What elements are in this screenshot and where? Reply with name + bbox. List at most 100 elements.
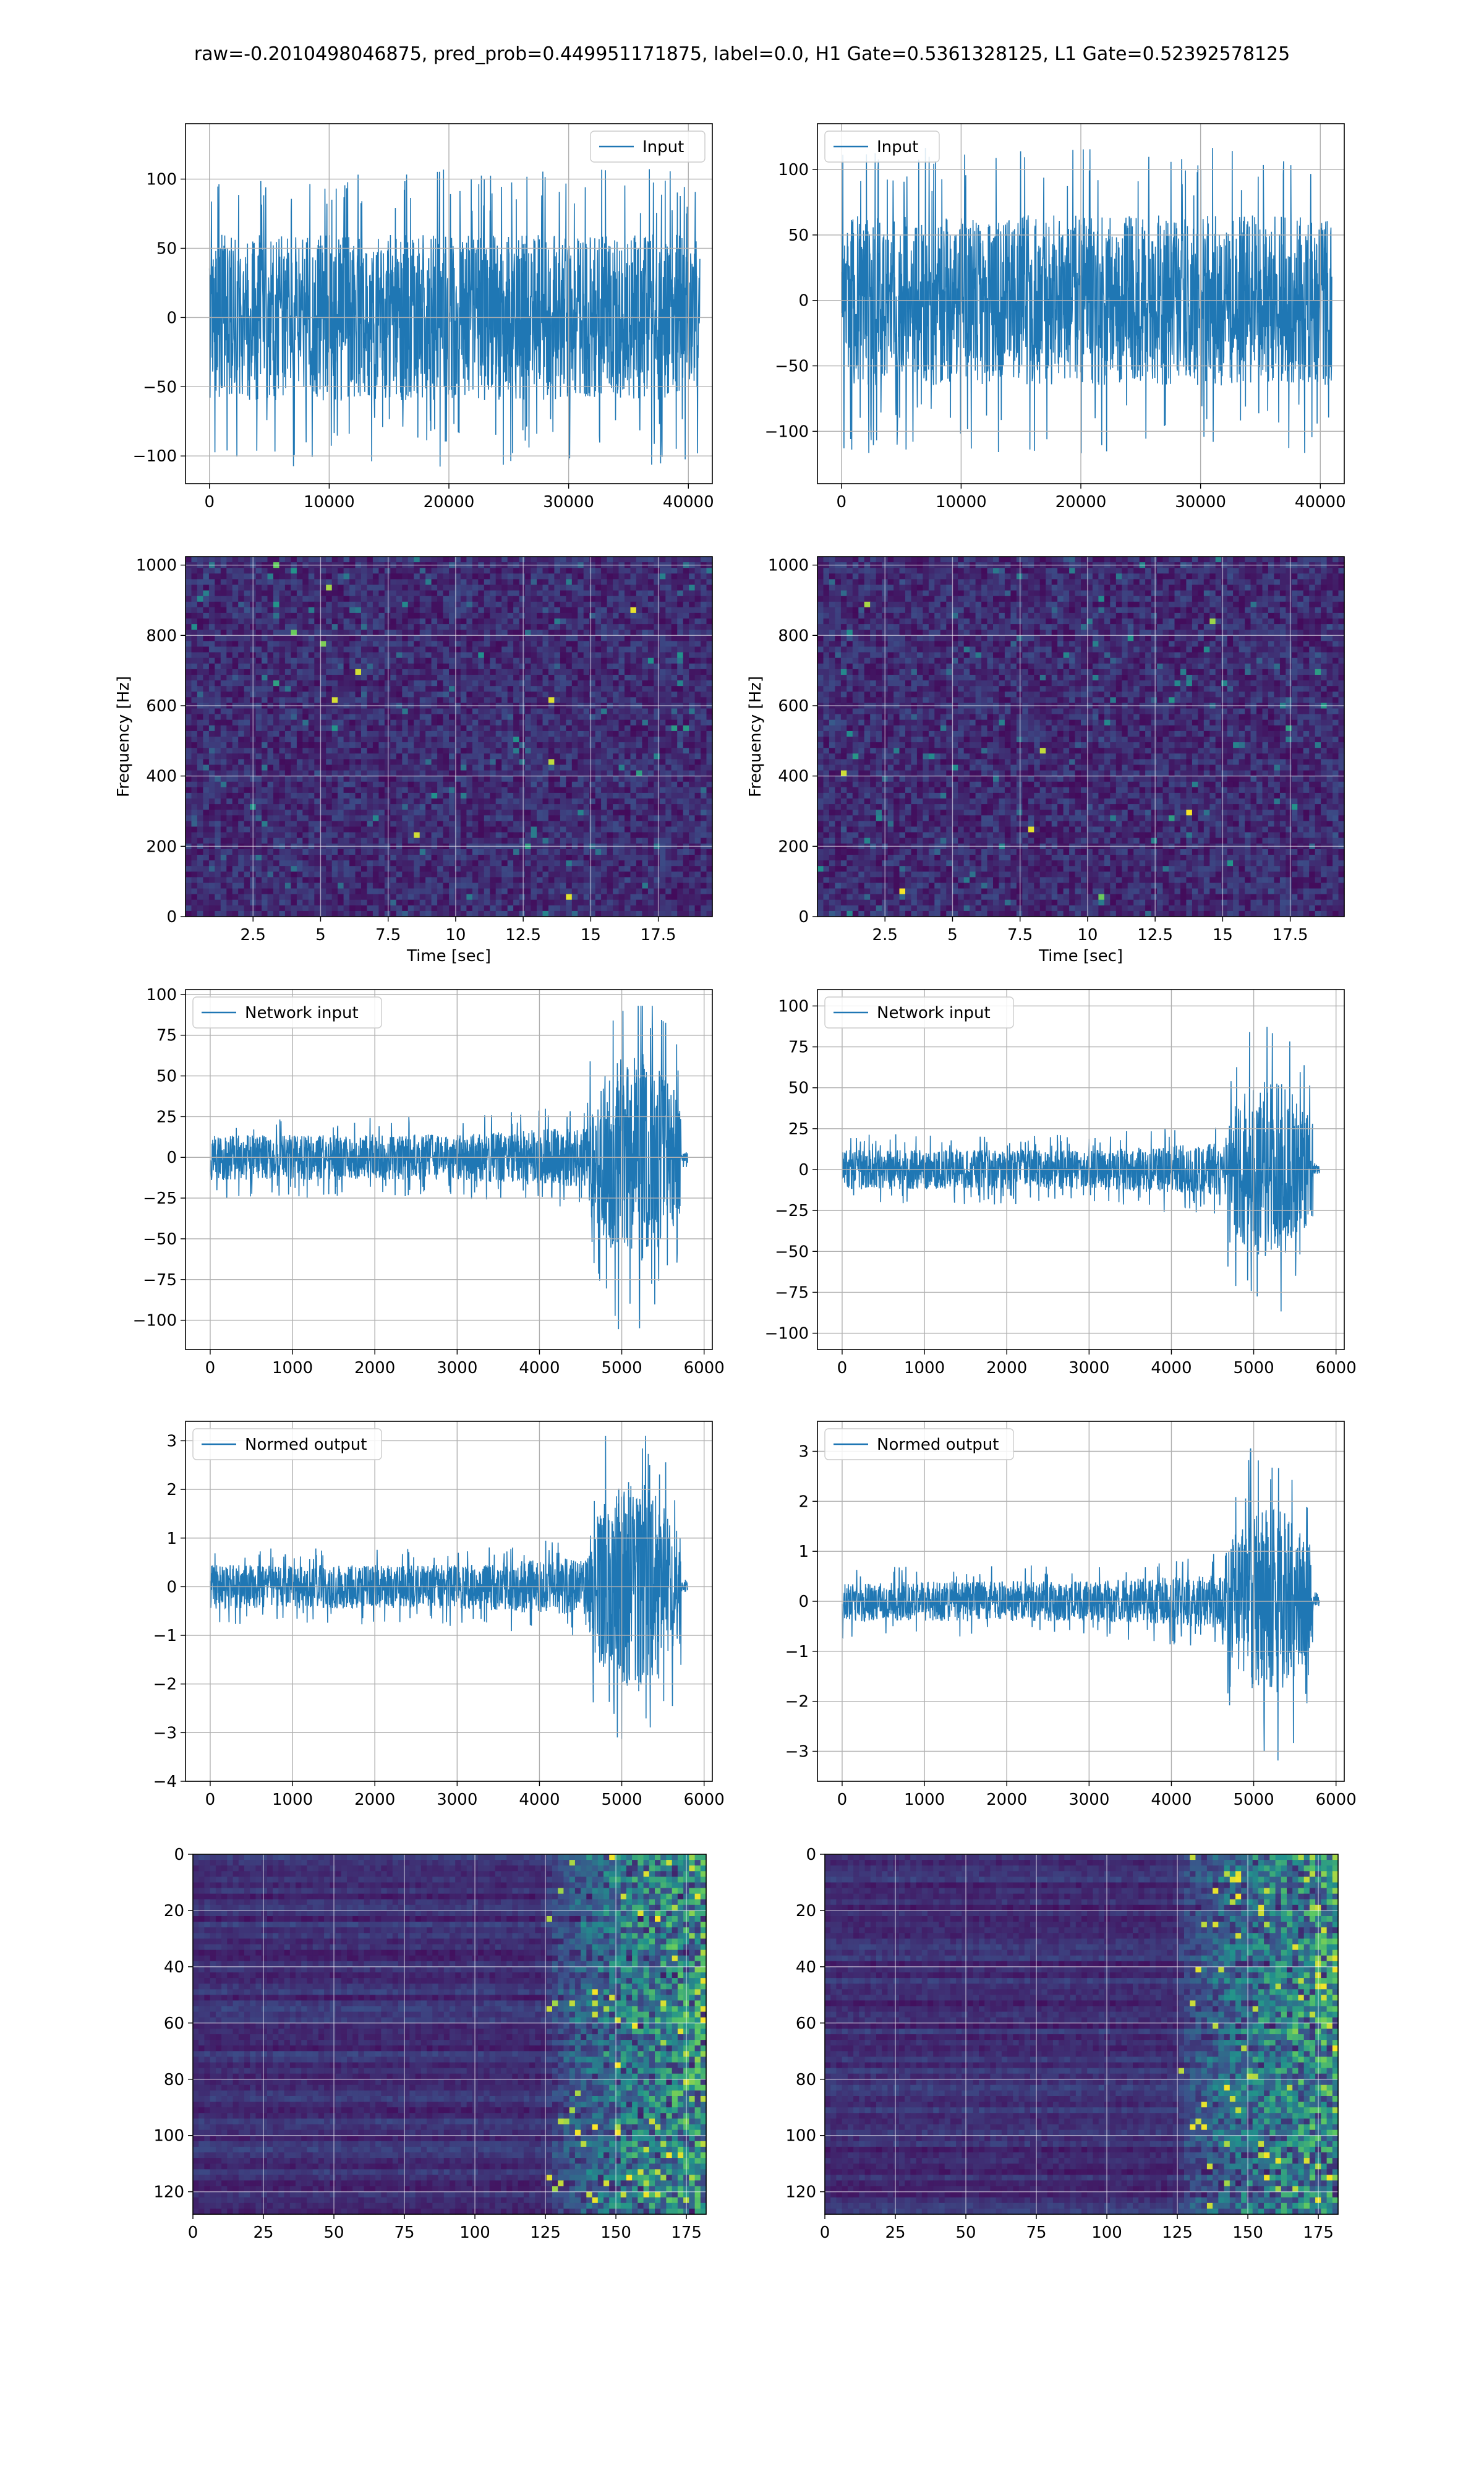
axes-frame-feat-h1 [192,1854,707,2215]
x-tick-label: 0 [205,1791,216,1809]
x-axis-label: Time [sec] [1038,947,1123,965]
chart-spec-l1: 2.5 5 7.5 10 12.5 15 17.5 0 200 400 600 800 1000 Time… [746,556,1345,965]
grid-input-h1 [186,124,712,484]
y-tick-label: 25 [788,1120,809,1139]
chart-input-h1: 0 10000 20000 30000 40000 −100 −50 0 50 100 Input [133,123,714,511]
x-tick-label: 2.5 [241,926,266,944]
x-tick-label: 5000 [601,1359,642,1377]
x-tick-label: 17.5 [641,926,676,944]
chart-spec-h1: 2.5 5 7.5 10 12.5 15 17.5 0 200 400 600 800 1000 Time… [114,556,713,965]
y-tick-label: 25 [156,1108,177,1126]
x-tick-label: 17.5 [1273,926,1308,944]
x-tick-label: 25 [253,2224,273,2242]
legend-net-h1: Network input [192,996,382,1029]
y-tick-label: 0 [806,1846,816,1864]
x-tick-label: 1000 [904,1359,945,1377]
x-tick-label: 10000 [304,493,355,511]
y-tick-label: −1 [785,1643,809,1661]
y-tick-label: 800 [146,627,177,645]
legend-label: Network input [877,1004,991,1022]
legend-label: Normed output [245,1436,367,1454]
x-tick-label: 4000 [519,1359,560,1377]
x-tick-label: 4000 [519,1791,560,1809]
x-tick-label: 30000 [1175,493,1226,511]
y-tick-label: 100 [146,986,177,1004]
x-tick-label: 50 [323,2224,344,2242]
series-line-input-h1 [208,169,701,467]
y-tick-label: 200 [778,837,809,856]
legend-input-h1: Input [590,131,706,163]
x-tick-label: 12.5 [505,926,541,944]
y-tick-label: 80 [796,2071,816,2089]
x-tick-label: 5000 [1233,1791,1274,1809]
x-tick-label: 0 [837,1359,848,1377]
y-tick-label: −25 [775,1202,809,1220]
x-tick-label: 150 [600,2224,631,2242]
x-tick-label: 2000 [986,1791,1027,1809]
y-tick-label: 0 [174,1846,184,1864]
x-axis-label: Time [sec] [406,947,491,965]
y-tick-label: 0 [798,1593,809,1611]
y-tick-label: −50 [143,1230,177,1249]
x-tick-label: 15 [581,926,601,944]
y-tick-label: 0 [798,908,809,927]
y-tick-label: 1000 [136,557,177,575]
x-tick-label: 1000 [272,1359,313,1377]
y-tick-label: 3 [798,1443,809,1462]
y-tick-label: 120 [785,2183,816,2202]
x-tick-label: 5000 [601,1791,642,1809]
y-tick-label: 0 [166,908,177,927]
legend-label: Normed output [877,1436,999,1454]
x-tick-label: 100 [459,2224,490,2242]
x-tick-label: 3000 [437,1791,477,1809]
y-axis-label: Frequency [Hz] [114,676,133,797]
y-tick-label: 100 [785,2127,816,2146]
series-line-norm-h1 [210,1436,688,1739]
y-tick-label: 200 [146,837,177,856]
x-tick-label: 3000 [437,1359,477,1377]
y-tick-label: −100 [765,422,809,441]
y-tick-label: 800 [778,627,809,645]
y-tick-label: −100 [133,1312,177,1330]
y-tick-label: 0 [798,1161,809,1179]
y-tick-label: −100 [133,447,177,466]
y-tick-label: 0 [166,1578,177,1596]
y-tick-label: 100 [778,161,809,179]
x-tick-label: 0 [204,493,215,511]
axes-frame-spec-l1 [817,556,1345,917]
y-tick-label: 75 [156,1027,177,1045]
y-tick-label: 80 [164,2071,184,2089]
x-tick-label: 30000 [543,493,594,511]
grid-feat-h1 [192,1854,706,2214]
legend-net-l1: Network input [824,996,1014,1029]
x-tick-label: 2000 [354,1359,395,1377]
x-tick-label: 150 [1232,2224,1263,2242]
y-tick-label: 100 [778,997,809,1016]
x-tick-label: 7.5 [375,926,401,944]
y-tick-label: 0 [166,1149,177,1167]
x-tick-label: 10 [445,926,466,944]
x-tick-label: 3000 [1068,1359,1109,1377]
x-tick-label: 100 [1091,2224,1122,2242]
x-tick-label: 6000 [1316,1791,1357,1809]
x-tick-label: 1000 [272,1791,313,1809]
y-tick-label: −50 [775,1243,809,1261]
y-tick-label: −75 [143,1271,177,1290]
legend-input-l1: Input [824,131,940,163]
y-tick-label: 0 [798,292,809,310]
y-tick-label: −75 [775,1283,809,1302]
y-tick-label: 1000 [768,557,809,575]
chart-norm-h1: 0 1000 2000 3000 4000 5000 6000 −4 −3 −2 −1 0 1 2 3 Nor… [153,1421,725,1809]
y-tick-label: −25 [143,1189,177,1208]
x-tick-label: 6000 [684,1791,725,1809]
y-tick-label: 1 [166,1530,177,1548]
x-tick-label: 0 [820,2224,830,2242]
x-tick-label: 5000 [1233,1359,1274,1377]
y-tick-label: 40 [164,1958,184,1977]
x-tick-label: 175 [671,2224,702,2242]
x-tick-label: 6000 [684,1359,725,1377]
chart-input-l1: 0 10000 20000 30000 40000 −100 −50 0 50 100 Input [765,123,1346,511]
y-tick-label: −50 [775,357,809,376]
x-tick-label: 7.5 [1007,926,1033,944]
y-tick-label: −3 [785,1743,809,1761]
